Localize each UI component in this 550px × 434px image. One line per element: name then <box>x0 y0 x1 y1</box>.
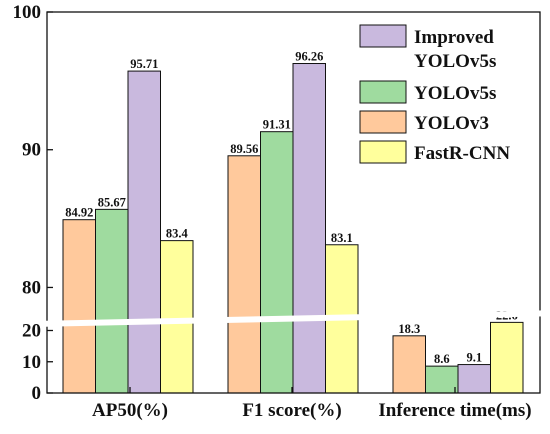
y-tick-label: 20 <box>22 321 41 342</box>
bar-0-2 <box>127 70 161 394</box>
legend-label: FastR-CNN <box>414 143 510 164</box>
data-label: 83.4 <box>166 227 189 241</box>
plot-frame <box>46 11 541 394</box>
data-label: 9.1 <box>466 351 482 365</box>
bar-0-3 <box>160 240 194 394</box>
bar-2-1 <box>425 365 459 394</box>
x-tick-label: AP50(%) <box>92 400 168 421</box>
data-label: 96.26 <box>295 50 323 64</box>
y-tick-label: 10 <box>22 352 41 373</box>
data-label: 8.6 <box>434 352 450 366</box>
legend-label: YOLOv3 <box>414 113 489 134</box>
axes-layer: 80 90 100 0 10 20 AP50(%) F1 score(%) Inference … <box>13 2 550 421</box>
legend-swatch <box>359 80 407 104</box>
data-label: 83.1 <box>331 231 353 245</box>
legend: Improved YOLOv5s YOLOv5s YOLOv3 FastR-CNN <box>359 24 510 164</box>
data-label: 89.56 <box>230 142 258 156</box>
bar-1-0 <box>227 155 261 394</box>
bar-2-2 <box>457 364 491 394</box>
data-label: 84.92 <box>65 206 93 220</box>
y-tick-label: 90 <box>22 140 41 161</box>
bar-2-0 <box>392 335 426 394</box>
bar-0-0 <box>62 219 96 394</box>
bar-1-1 <box>260 131 294 394</box>
legend-swatch <box>359 110 407 134</box>
data-label: 91.31 <box>263 118 291 132</box>
bar-2-3 <box>490 321 524 394</box>
legend-label: YOLOv5s <box>414 83 496 104</box>
y-tick-label: 100 <box>13 2 42 23</box>
bar-1-2 <box>292 63 326 394</box>
bar-0-1 <box>95 208 129 394</box>
legend-label: Improved <box>414 27 494 48</box>
data-label: 85.67 <box>98 195 126 209</box>
data-label: 95.71 <box>130 57 158 71</box>
y-tick-label: 0 <box>32 383 42 404</box>
axis-break <box>34 310 550 327</box>
legend-swatch <box>359 24 407 48</box>
legend-swatch <box>359 140 407 164</box>
x-tick-label: F1 score(%) <box>242 400 341 421</box>
legend-label: YOLOv5s <box>414 51 496 72</box>
y-tick-label: 80 <box>22 277 41 298</box>
bars-layer <box>62 63 524 394</box>
x-tick-label: Inference time(ms) <box>378 400 531 421</box>
data-label: 18.3 <box>398 322 420 336</box>
data-labels-layer: 84.92 89.56 18.3 85.67 91.31 8.6 95.71 96.26 9.1… <box>65 50 518 367</box>
